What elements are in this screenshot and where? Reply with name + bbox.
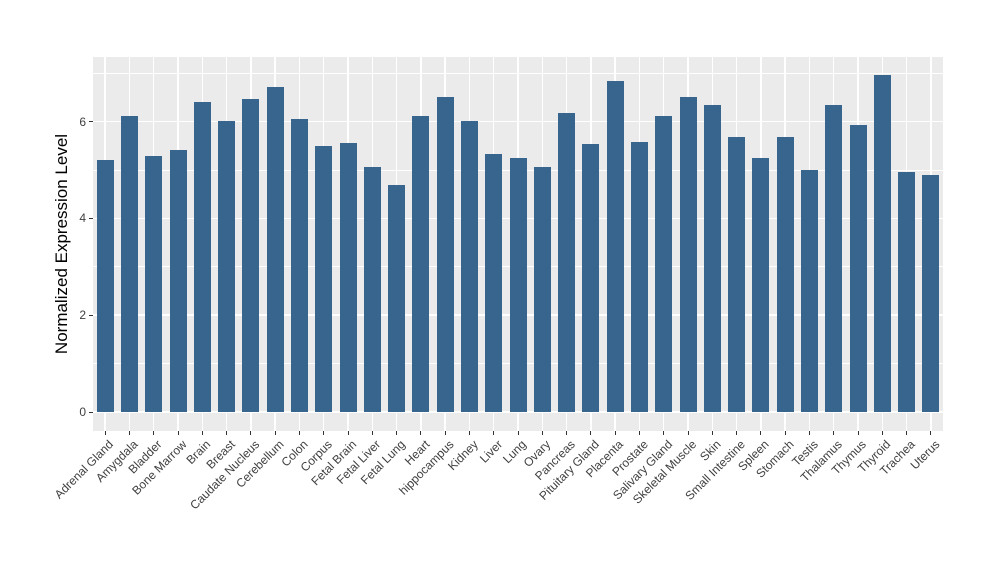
bar xyxy=(145,156,163,412)
major-gridline xyxy=(93,411,943,413)
bar xyxy=(873,75,891,412)
y-tick-mark xyxy=(89,217,93,219)
chart-panel xyxy=(93,57,943,431)
y-tick-label: 2 xyxy=(79,308,86,323)
x-tick-mark xyxy=(468,431,470,435)
x-tick-mark xyxy=(638,431,640,435)
bar xyxy=(825,104,843,412)
bar xyxy=(922,174,940,412)
x-tick-mark xyxy=(128,431,130,435)
bar xyxy=(509,158,527,412)
x-tick-mark xyxy=(420,431,422,435)
y-tick-mark xyxy=(89,314,93,316)
x-tick-mark xyxy=(833,431,835,435)
x-tick-mark xyxy=(541,431,543,435)
x-tick-mark xyxy=(784,431,786,435)
bar xyxy=(800,169,818,412)
bar xyxy=(266,87,284,412)
x-tick-mark xyxy=(347,431,349,435)
x-tick-mark xyxy=(517,431,519,435)
bar xyxy=(388,185,406,412)
x-tick-mark xyxy=(201,431,203,435)
x-tick-mark xyxy=(566,431,568,435)
bar xyxy=(412,115,430,412)
bar xyxy=(193,102,211,412)
bar xyxy=(679,97,697,412)
x-tick-mark xyxy=(881,431,883,435)
bar xyxy=(96,160,114,412)
bar xyxy=(630,142,648,412)
bar xyxy=(606,80,624,412)
x-tick-mark xyxy=(930,431,932,435)
bar xyxy=(485,154,503,412)
x-tick-mark xyxy=(808,431,810,435)
x-tick-mark xyxy=(323,431,325,435)
bar xyxy=(120,115,138,412)
x-tick-mark xyxy=(396,431,398,435)
bar xyxy=(242,98,260,412)
bar xyxy=(218,121,236,412)
x-tick-mark xyxy=(760,431,762,435)
bar xyxy=(558,113,576,412)
x-tick-mark xyxy=(663,431,665,435)
y-tick-mark xyxy=(89,411,93,413)
bar xyxy=(898,172,916,412)
x-tick-mark xyxy=(444,431,446,435)
x-tick-mark xyxy=(153,431,155,435)
y-tick-label: 6 xyxy=(79,114,86,129)
x-tick-mark xyxy=(493,431,495,435)
x-tick-mark xyxy=(736,431,738,435)
x-tick-mark xyxy=(906,431,908,435)
y-tick-label: 0 xyxy=(79,405,86,419)
minor-gridline xyxy=(93,72,943,74)
bar xyxy=(169,150,187,412)
x-tick-mark xyxy=(614,431,616,435)
x-tick-mark xyxy=(298,431,300,435)
bar xyxy=(752,157,770,412)
x-tick-mark xyxy=(371,431,373,435)
x-tick-mark xyxy=(250,431,252,435)
x-tick-mark xyxy=(274,431,276,435)
bar xyxy=(703,104,721,412)
bar xyxy=(363,167,381,412)
x-tick-label-text: Liver xyxy=(476,437,505,466)
bar xyxy=(460,121,478,412)
x-tick-mark xyxy=(177,431,179,435)
bar xyxy=(436,96,454,412)
y-tick-mark xyxy=(89,121,93,123)
x-tick-mark xyxy=(590,431,592,435)
bar xyxy=(315,145,333,412)
bar xyxy=(582,143,600,412)
bar xyxy=(339,143,357,412)
x-tick-mark xyxy=(711,431,713,435)
bar xyxy=(849,124,867,412)
x-tick-mark xyxy=(104,431,106,435)
x-tick-mark xyxy=(857,431,859,435)
bar xyxy=(290,119,308,412)
x-tick-mark xyxy=(226,431,228,435)
bar xyxy=(728,137,746,412)
bar xyxy=(655,116,673,412)
x-tick-mark xyxy=(687,431,689,435)
y-tick-label: 4 xyxy=(79,211,86,226)
bar xyxy=(533,167,551,412)
major-gridline xyxy=(93,120,943,123)
bar xyxy=(776,137,794,412)
